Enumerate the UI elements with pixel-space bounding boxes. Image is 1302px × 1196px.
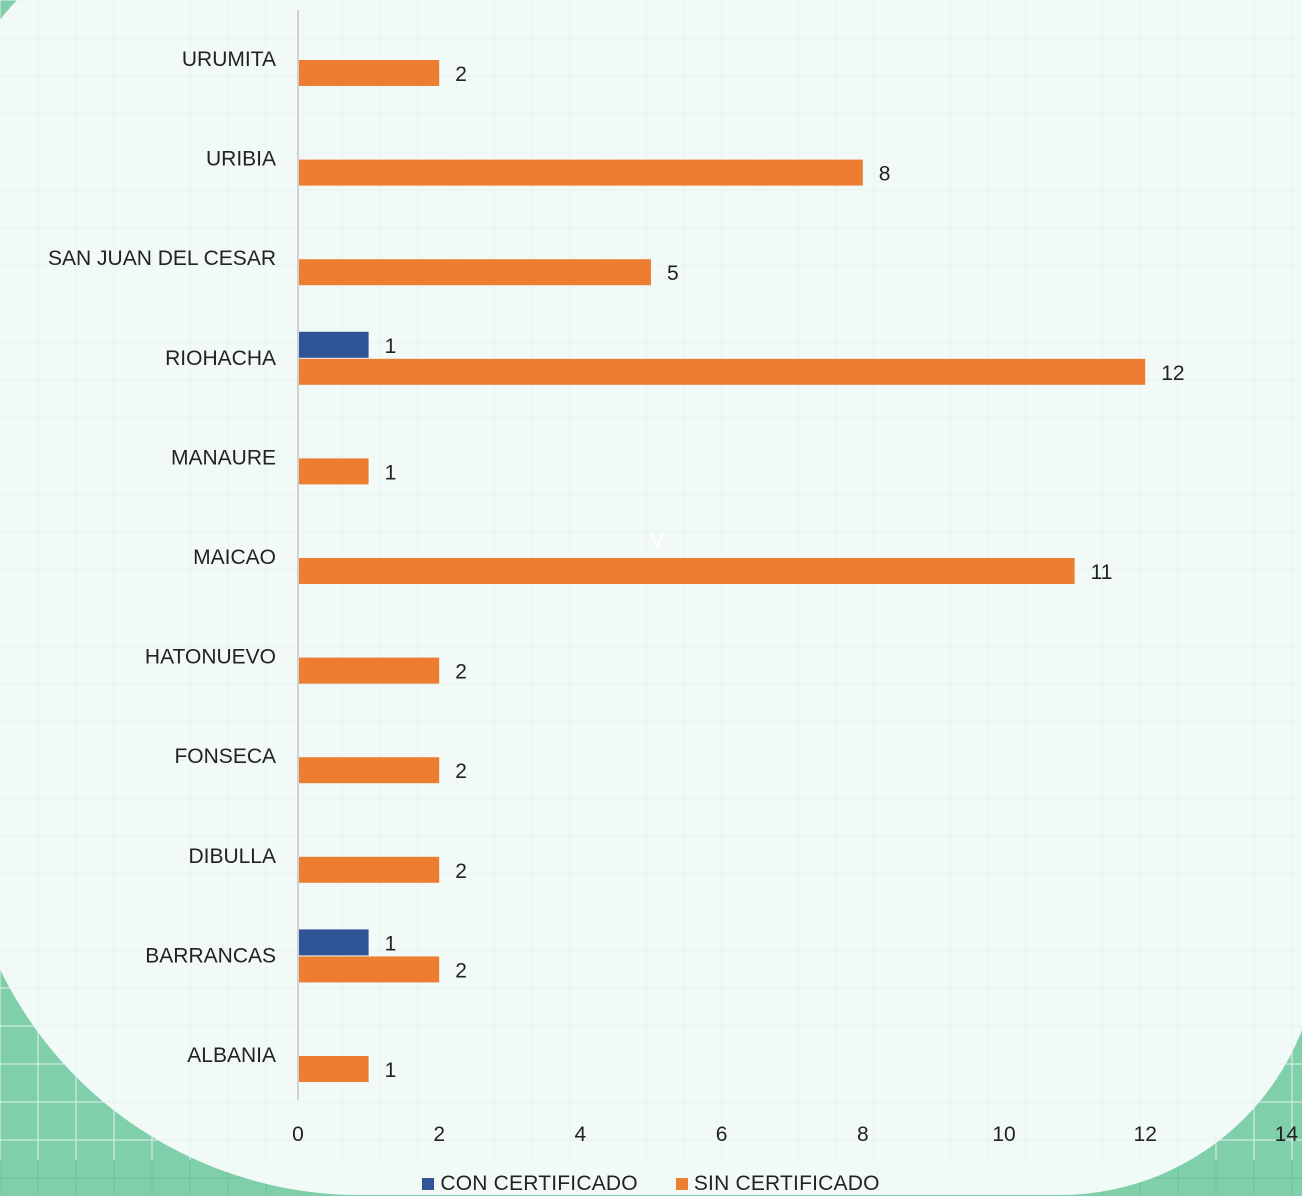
category-label: RIOHACHA <box>165 347 276 370</box>
x-tick-label: 8 <box>857 1123 869 1146</box>
category-label: URIBIA <box>206 148 276 171</box>
x-tick-label: 2 <box>433 1123 445 1146</box>
bar-sin-certificado <box>299 358 1146 385</box>
bar-sin-certificado <box>299 458 369 485</box>
x-tick-label: 0 <box>292 1123 304 1146</box>
stray-mark: v <box>650 522 664 553</box>
data-label: 2 <box>455 860 467 883</box>
data-label: 2 <box>455 760 467 783</box>
x-tick-label: 12 <box>1134 1123 1157 1146</box>
bar-con-certificado <box>299 331 369 358</box>
data-label: 8 <box>879 163 891 186</box>
category-label: ALBANIA <box>187 1044 276 1067</box>
legend-item-con: CON CERTIFICADO <box>422 1172 638 1196</box>
category-label: FONSECA <box>174 745 276 768</box>
legend-swatch-con <box>422 1178 435 1190</box>
bar-sin-certificado <box>299 956 440 983</box>
data-label: 1 <box>385 1059 397 1082</box>
data-label: 1 <box>385 932 397 955</box>
bar-sin-certificado <box>299 259 651 286</box>
bar-sin-certificado <box>299 1056 369 1082</box>
category-label: MANAURE <box>171 446 276 469</box>
legend-label-con: CON CERTIFICADO <box>440 1172 638 1195</box>
x-tick-label: 4 <box>575 1123 587 1146</box>
data-label: 1 <box>385 335 397 358</box>
legend-swatch-sin <box>675 1178 688 1190</box>
bar-sin-certificado <box>299 558 1075 584</box>
bar-con-certificado <box>299 929 369 956</box>
category-label: BARRANCAS <box>145 944 276 967</box>
x-tick-label: 14 <box>1275 1123 1299 1146</box>
x-tick-label: 10 <box>992 1123 1015 1146</box>
category-label: MAICAO <box>193 546 276 569</box>
data-label: 2 <box>455 661 467 684</box>
x-tick-label: 6 <box>716 1123 728 1146</box>
data-label: 11 <box>1091 561 1113 584</box>
legend: CON CERTIFICADO SIN CERTIFICADO <box>0 1172 1302 1196</box>
data-label: 2 <box>455 63 467 86</box>
category-label: DIBULLA <box>188 845 276 868</box>
data-label: 2 <box>455 959 467 982</box>
bar-sin-certificado <box>299 657 440 684</box>
bar-sin-certificado <box>299 856 440 883</box>
bar-sin-certificado <box>299 159 863 186</box>
legend-item-sin: SIN CERTIFICADO <box>675 1172 880 1196</box>
bar-sin-certificado <box>299 757 440 784</box>
data-label: 12 <box>1161 362 1184 385</box>
category-label: HATONUEVO <box>145 646 276 669</box>
category-label: SAN JUAN DEL CESAR <box>48 247 276 270</box>
data-label: 5 <box>667 262 679 285</box>
legend-label-sin: SIN CERTIFICADO <box>693 1172 880 1195</box>
bar-sin-certificado <box>299 60 440 86</box>
category-label: URUMITA <box>182 48 276 71</box>
data-label: 1 <box>385 461 397 484</box>
